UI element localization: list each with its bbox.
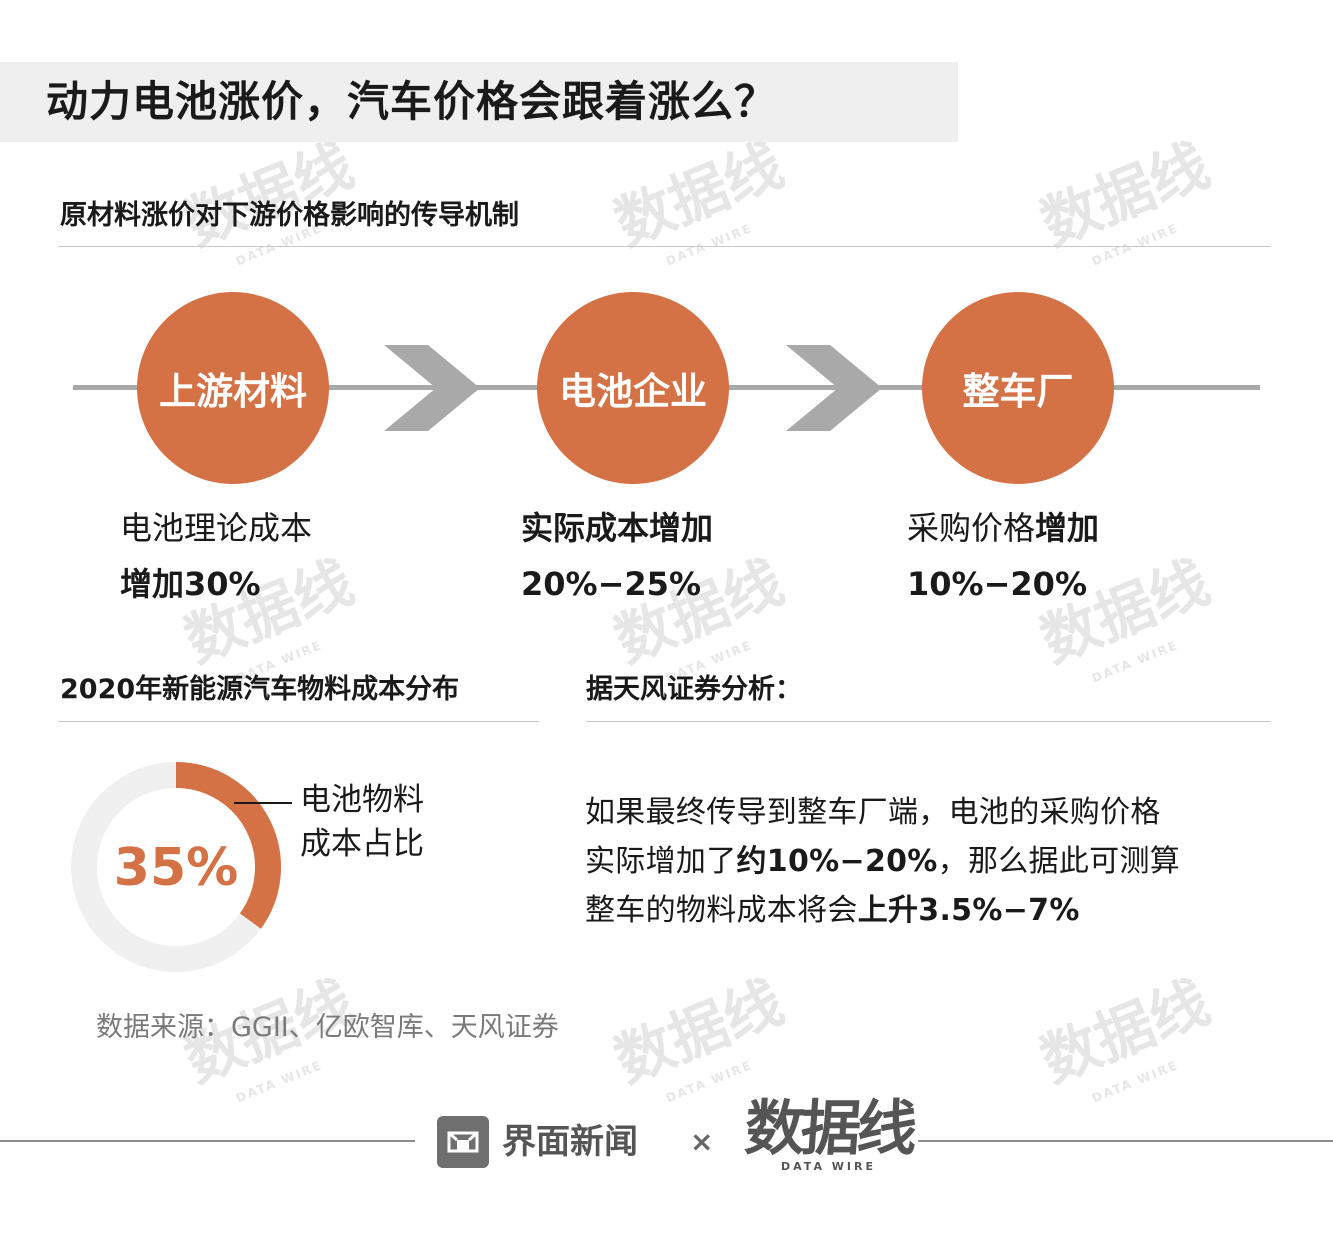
cost-distribution-divider <box>58 721 539 722</box>
title-bar <box>0 62 958 142</box>
stage-node-battery: 电池企业 <box>537 292 729 484</box>
stage-node-upstream: 上游材料 <box>137 292 329 484</box>
donut-arc <box>175 762 281 929</box>
chevron-right-icon <box>384 345 480 431</box>
watermark-logo: 数据线 DATA WIRE <box>1031 967 1219 1106</box>
watermark-logo: 数据线 DATA WIRE <box>605 130 793 269</box>
donut-leader-line <box>234 802 292 804</box>
analysis-line3: 整车的物料成本将会上升3.5%−7% <box>585 893 1080 928</box>
cost-distribution-heading: 2020年新能源汽车物料成本分布 <box>60 674 460 705</box>
mechanism-heading: 原材料涨价对下游价格影响的传导机制 <box>60 200 519 231</box>
battery-share-donut <box>71 762 281 972</box>
stage-desc-line2: 增加30% <box>120 565 261 603</box>
data-source: 数据来源：GGII、亿欧智库、天风证券 <box>96 1012 559 1043</box>
analysis-text: 如果最终传导到整车厂端，电池的采购价格 实际增加了约10%−20%，那么据此可测… <box>585 788 1275 935</box>
stage-desc-automaker: 采购价格增加 10%−20% <box>907 500 1099 612</box>
footer-brand: 界面新闻 <box>502 1122 638 1162</box>
stage-node-label: 上游材料 <box>159 370 307 413</box>
datawire-logo-text: 数据线 <box>742 1094 916 1164</box>
analysis-heading: 据天风证券分析： <box>586 674 802 705</box>
stage-desc-line1: 实际成本增加 <box>521 509 714 547</box>
battery-share-value: 35% <box>113 838 239 898</box>
analysis-divider <box>586 721 1271 722</box>
analysis-line2: 实际增加了约10%−20%，那么据此可测算 <box>585 844 1181 879</box>
jiemian-logo-icon <box>437 1116 489 1168</box>
stage-node-label: 整车厂 <box>962 370 1074 413</box>
stage-desc-battery: 实际成本增加 20%−25% <box>521 500 713 612</box>
watermark-logo: 数据线 DATA WIRE <box>1031 130 1219 269</box>
page-title: 动力电池涨价，汽车价格会跟着涨么？ <box>46 77 778 126</box>
stage-desc-line2: 20%−25% <box>521 565 701 603</box>
battery-share-label: 电池物料 成本占比 <box>300 778 424 866</box>
analysis-line1: 如果最终传导到整车厂端，电池的采购价格 <box>585 795 1161 830</box>
datawire-tagline: DATA WIRE <box>781 1160 876 1173</box>
chevron-right-icon <box>786 345 882 431</box>
stage-desc-line2: 10%−20% <box>907 565 1087 603</box>
battery-share-label-line2: 成本占比 <box>300 826 424 862</box>
stage-node-label: 电池企业 <box>559 370 707 413</box>
stage-node-automaker: 整车厂 <box>922 292 1114 484</box>
stage-desc-line1: 电池理论成本 <box>120 509 313 547</box>
footer-rule-right <box>918 1140 1333 1142</box>
stage-desc-line1: 采购价格增加 <box>907 509 1100 547</box>
datawire-logo: 数据线 DATA WIRE <box>742 1094 916 1173</box>
footer-rule-left <box>0 1140 415 1142</box>
footer-times: × <box>690 1125 714 1158</box>
mechanism-divider <box>58 246 1271 247</box>
battery-share-label-line1: 电池物料 <box>300 782 424 818</box>
watermark-logo: 数据线 DATA WIRE <box>605 967 793 1106</box>
stage-desc-upstream: 电池理论成本 增加30% <box>120 500 312 612</box>
